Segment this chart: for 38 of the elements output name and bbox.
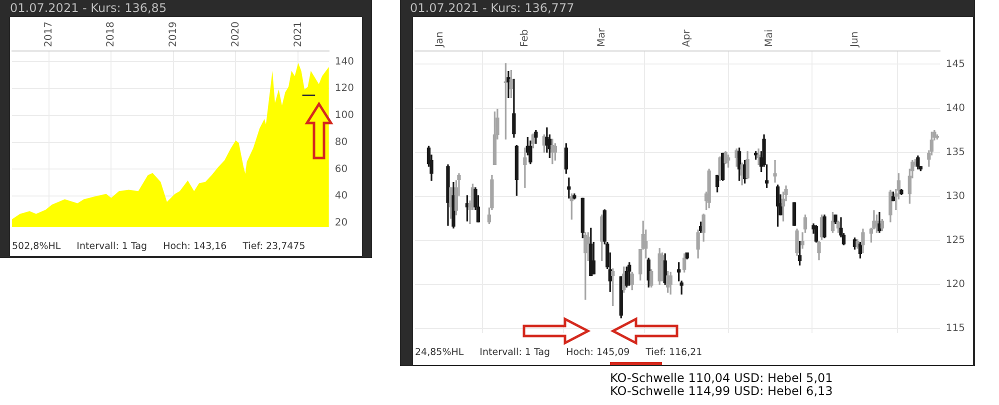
x-tick-label: Apr [682, 28, 693, 47]
text: 24,85%HL [415, 347, 464, 358]
y-tick-label: 135 [946, 146, 966, 158]
x-tick-label: Mai [764, 29, 776, 47]
y-tick-label: 140 [334, 56, 354, 68]
x-tick-label: Jan [434, 32, 446, 48]
y-tick-label: 145 [946, 58, 966, 70]
text: Tief: 116,21 [646, 347, 702, 358]
text: 502,8%HL [12, 241, 61, 252]
text: Intervall: 1 Tag [76, 241, 148, 252]
x-tick-label: 2018 [106, 22, 117, 47]
y-tick-label: 130 [946, 191, 966, 202]
chart-title: 01.07.2021 - Kurs: 136,85 [10, 1, 167, 15]
y-tick-label: 140 [946, 102, 966, 114]
chart-title: 01.07.2021 - Kurs: 136,777 [410, 1, 574, 15]
y-tick-label: 60 [334, 164, 348, 175]
y-tick-label: 80 [334, 136, 348, 148]
y-tick-label: 120 [946, 279, 966, 290]
x-tick-label: Jun [849, 31, 860, 48]
candlestick [792, 202, 796, 226]
x-tick-label: Feb [520, 29, 531, 47]
y-tick-label: 115 [946, 323, 966, 334]
y-tick-label: 20 [334, 218, 348, 229]
text: KO-Schwelle 110,04 USD: Hebel 5,01 [610, 371, 833, 385]
text: Intervall: 1 Tag [480, 347, 550, 358]
x-tick-label: 2021 [292, 22, 304, 47]
x-tick-label: Mar [596, 27, 608, 47]
x-tick-label: 2019 [168, 22, 180, 47]
y-tick-label: 100 [334, 110, 354, 122]
y-tick-label: 40 [334, 190, 348, 202]
y-tick-label: 120 [334, 83, 354, 94]
x-tick-label: 2017 [43, 22, 54, 47]
y-tick-label: 125 [946, 235, 966, 246]
text: Hoch: 145,09 [566, 347, 630, 358]
text: Hoch: 143,16 [163, 241, 227, 252]
text: KO-Schwelle 114,99 USD: Hebel 6,13 [610, 384, 833, 398]
text: Tief: 23,7475 [242, 241, 306, 252]
x-tick-label: 2020 [230, 22, 242, 47]
